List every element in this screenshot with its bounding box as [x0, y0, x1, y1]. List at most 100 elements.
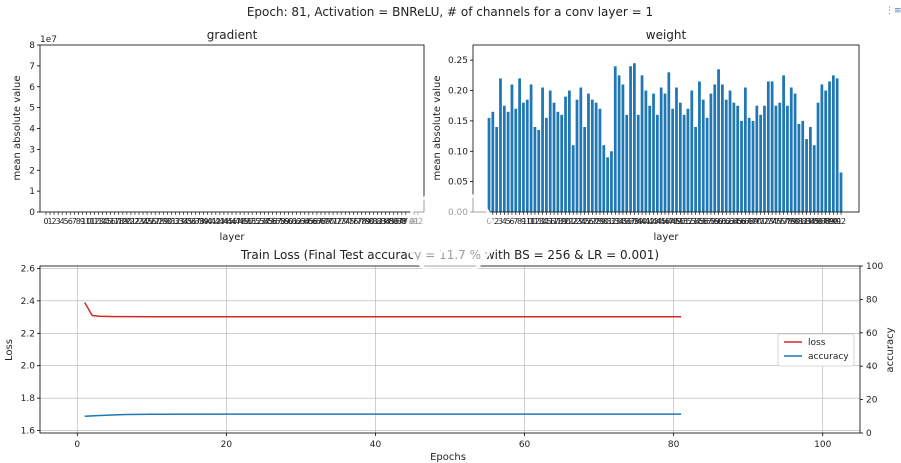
weight-xtick-label: 40: [637, 217, 647, 226]
weight-bar: [560, 114, 564, 212]
gradient-xtick-label: 76: [348, 217, 358, 226]
loss-xtick-label: 60: [519, 440, 531, 450]
weight-ytick-label: 0.25: [448, 56, 468, 66]
weight-xtick-label: 61: [717, 217, 727, 226]
weight-bar: [655, 114, 659, 212]
gradient-xtick-label: 61: [288, 217, 298, 226]
weight-xtick-label: 6: [509, 217, 514, 226]
gradient-xtick-label: 40: [203, 217, 213, 226]
weight-bar: [583, 126, 587, 212]
weight-bar: [590, 99, 594, 212]
weight-xtick-label: 55: [694, 217, 704, 226]
weight-bar: [587, 93, 590, 212]
figure-suptitle: Epoch: 81, Activation = BNReLU, # of cha…: [247, 5, 653, 19]
loss-plot-area: [39, 265, 861, 434]
weight-xtick-label: 49: [671, 217, 681, 226]
loss-ytick-label: 2.2: [21, 329, 35, 339]
weight-xtick-label: 32: [606, 217, 616, 226]
gradient-xtick-label: 4: [60, 217, 65, 226]
gradient-xtick-label: 79: [360, 217, 370, 226]
weight-bar: [682, 114, 686, 212]
play-button[interactable]: [405, 188, 495, 278]
weight-bar: [652, 93, 655, 212]
weight-xtick-label: 67: [740, 217, 750, 226]
weight-bar: [721, 84, 724, 212]
gradient-xtick-label: 43: [215, 217, 225, 226]
gradient-xtick-label: 41: [207, 217, 217, 226]
weight-xtick-label: 75: [771, 217, 781, 226]
loss-xtick-label: 100: [814, 440, 831, 450]
weight-xtick-label: 59: [710, 217, 720, 226]
weight-bar: [831, 75, 835, 212]
weight-ytick-label: 0.05: [448, 178, 468, 188]
weight-bar: [809, 126, 812, 212]
weight-xtick-label: 66: [736, 217, 746, 226]
weight-xtick-label: 8: [517, 217, 522, 226]
weight-bar: [499, 78, 502, 213]
weight-bar: [636, 114, 640, 212]
weight-bar: [495, 126, 499, 212]
gradient-xtick-label: 80: [364, 217, 374, 226]
gradient-xtick-label: 81: [368, 217, 378, 226]
weight-xtick-label: 56: [698, 217, 708, 226]
weight-xtick-label: 38: [629, 217, 639, 226]
gradient-xtick-label: 65: [304, 217, 314, 226]
weight-xtick-label: 29: [595, 217, 605, 226]
gradient-xtick-label: 51: [247, 217, 257, 226]
weight-bar: [740, 120, 743, 212]
gradient-ytick-label: 7: [29, 62, 35, 72]
weight-bar: [621, 84, 625, 212]
weight-bar: [774, 105, 778, 212]
weight-bar: [717, 69, 720, 212]
weight-xtick-label: 2: [494, 217, 499, 226]
weight-xtick-label: 36: [622, 217, 632, 226]
gradient-xtick-label: 15: [102, 217, 112, 226]
loss-ytick-label: 2.4: [21, 297, 36, 307]
gradient-xtick-label: 78: [356, 217, 366, 226]
weight-bar: [732, 102, 736, 212]
weight-xtick-label: 91: [832, 217, 842, 226]
weight-xlabel: layer: [653, 232, 679, 243]
gradient-xtick-label: 34: [178, 217, 188, 226]
weight-bar: [518, 78, 521, 213]
weight-bar: [579, 87, 583, 212]
weight-bar: [782, 75, 785, 212]
gradient-xtick-label: 2: [52, 217, 57, 226]
gradient-xtick-label: 21: [126, 217, 136, 226]
weight-xtick-label: 64: [729, 217, 739, 226]
weight-bar: [533, 126, 537, 212]
weight-bar: [828, 81, 831, 212]
weight-xtick-label: 77: [779, 217, 789, 226]
loss-xlabel: Epochs: [430, 452, 466, 463]
weight-bar: [545, 117, 548, 212]
weight-bar: [812, 145, 816, 212]
loss-xtick-label: 20: [221, 440, 233, 450]
loss-ytick-label: 1.6: [21, 427, 36, 437]
gradient-ytick-label: 4: [29, 125, 35, 135]
weight-bar: [701, 99, 705, 212]
weight-bar: [820, 84, 824, 212]
weight-xtick-label: 19: [557, 217, 567, 226]
loss-xtick-label: 80: [668, 440, 680, 450]
weight-xtick-label: 47: [664, 217, 674, 226]
weight-title: weight: [646, 28, 687, 42]
gradient-offset-text: 1e7: [40, 35, 57, 45]
weight-xtick-label: 16: [545, 217, 555, 226]
weight-xtick-label: 83: [801, 217, 811, 226]
weight-xtick-label: 25: [580, 217, 590, 226]
gradient-xtick-label: 20: [122, 217, 132, 226]
menu-dots-icon[interactable]: ⋮≡: [885, 6, 901, 16]
gradient-xtick-label: 45: [223, 217, 233, 226]
weight-xtick-label: 3: [498, 217, 503, 226]
weight-ytick-label: 0.20: [448, 87, 468, 97]
gradient-xtick-label: 66: [308, 217, 318, 226]
weight-xtick-label: 84: [805, 217, 815, 226]
weight-bar: [789, 87, 793, 212]
weight-bar: [506, 111, 510, 212]
accuracy-ytick-label: 40: [866, 362, 878, 372]
weight-xtick-label: 62: [721, 217, 731, 226]
weight-xtick-label: 60: [713, 217, 723, 226]
weight-bar: [724, 99, 728, 212]
gradient-xtick-label: 86: [389, 217, 399, 226]
